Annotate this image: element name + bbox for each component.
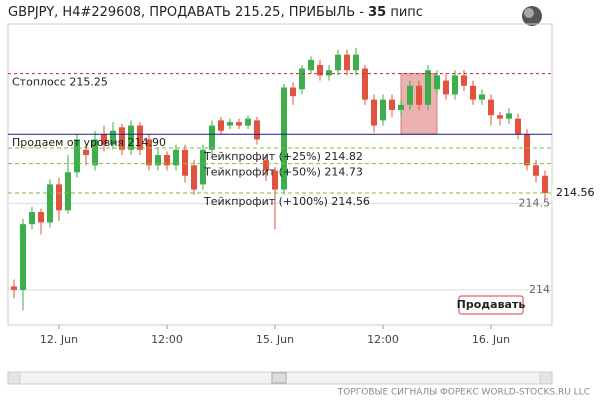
- candle-body: [20, 224, 26, 290]
- candle-body: [11, 286, 17, 290]
- candle-body: [389, 99, 395, 111]
- candle-body: [299, 68, 305, 90]
- candle-body: [362, 68, 368, 100]
- candle-body: [380, 99, 386, 121]
- x-tick-label: 12:00: [151, 333, 183, 346]
- candle-body: [434, 75, 440, 90]
- profit-unit: пипс: [390, 5, 423, 20]
- candle-body: [245, 118, 251, 126]
- candle-body: [452, 75, 458, 95]
- candle-body: [506, 113, 512, 119]
- candle-body: [407, 85, 413, 105]
- candle-body: [227, 122, 233, 126]
- candle-body: [182, 149, 188, 176]
- current-price: 214.56: [556, 186, 595, 199]
- y-tick-label: 214.5: [519, 196, 551, 209]
- candle-body: [119, 127, 125, 150]
- candle-body: [425, 70, 431, 105]
- profit: 35: [368, 5, 386, 20]
- candle-body: [317, 65, 323, 76]
- candle-body: [497, 115, 503, 119]
- level-name: Стоплосс: [12, 76, 66, 89]
- candle-body: [443, 80, 449, 95]
- x-tick-label: 15. Jun: [256, 333, 294, 346]
- x-tick-label: 16. Jun: [472, 333, 510, 346]
- candle-body: [83, 149, 89, 155]
- candle-body: [38, 212, 44, 223]
- candle-body: [47, 184, 53, 223]
- candle-body: [191, 165, 197, 190]
- candle-body: [533, 165, 539, 176]
- level-label: Продаем от уровня 214.90: [12, 136, 166, 149]
- candle-body: [488, 99, 494, 116]
- title-text: GBPJPY, H4#229608, ПРОДАВАТЬ 215.25, ПРИ…: [8, 5, 368, 20]
- level-name: Тейкпрофит (+25%): [203, 150, 321, 163]
- candle-body: [326, 70, 332, 76]
- candle-body: [164, 154, 170, 166]
- candle-body: [29, 212, 35, 225]
- level-name: Продаем от уровня: [12, 136, 124, 149]
- candle-body: [218, 120, 224, 131]
- candle-body: [398, 104, 404, 111]
- candle-body: [515, 118, 521, 135]
- candle-body: [272, 170, 278, 190]
- footer: ТОРГОВЫЕ СИГНАЛЫ ФОРЕКС WORLD-STOCKS.RU …: [337, 388, 590, 398]
- level-value: 215.25: [69, 76, 108, 89]
- candle-body: [254, 120, 260, 140]
- level-label: Тейкпрофит (+100%) 214.56: [203, 195, 370, 208]
- candle-body: [371, 99, 377, 126]
- candle-body: [110, 130, 116, 145]
- level-label: Тейкпрофит (+50%) 214.73: [203, 166, 363, 179]
- x-tick-label: 12:00: [367, 333, 399, 346]
- candle-body: [344, 54, 350, 71]
- level-value: 214.73: [324, 166, 363, 179]
- sell-button[interactable]: [458, 295, 524, 315]
- candle-body: [479, 94, 485, 100]
- candle-body: [308, 59, 314, 71]
- candle-body: [461, 75, 467, 86]
- candle-body: [353, 54, 359, 71]
- candle-body: [137, 125, 143, 150]
- price-tag-bg: [552, 185, 598, 202]
- y-tick-label: 214: [529, 283, 550, 296]
- globe-icon[interactable]: [522, 6, 542, 26]
- candle-body: [416, 85, 422, 105]
- level-label: Стоплосс 215.25: [12, 76, 108, 89]
- scroll-left[interactable]: [7, 371, 21, 385]
- scroll-right[interactable]: [539, 371, 553, 385]
- candle-body: [290, 87, 296, 97]
- candle-body: [200, 149, 206, 185]
- candle-body: [101, 134, 107, 145]
- candle-body: [74, 139, 80, 173]
- scroll-thumb[interactable]: [271, 372, 287, 384]
- candle-body: [92, 139, 98, 166]
- plot-frame: [7, 23, 553, 326]
- candle-body: [56, 184, 62, 211]
- candle-body: [173, 149, 179, 166]
- candle-body: [128, 125, 134, 150]
- level-name: Тейкпрофит (+50%): [203, 166, 321, 179]
- candle-body: [335, 54, 341, 71]
- candle-body: [209, 125, 215, 150]
- candle-body: [281, 87, 287, 190]
- level-value: 214.56: [331, 195, 370, 208]
- candle-body: [542, 175, 548, 194]
- candle-body: [65, 172, 71, 211]
- chart-title: GBPJPY, H4#229608, ПРОДАВАТЬ 215.25, ПРИ…: [8, 5, 423, 20]
- candle-body: [155, 154, 161, 166]
- level-label: Тейкпрофит (+25%) 214.82: [203, 150, 363, 163]
- level-name: Тейкпрофит (+100%): [203, 195, 328, 208]
- candle-body: [146, 139, 152, 166]
- sell-button-label[interactable]: Продавать: [457, 298, 526, 311]
- x-tick-label: 12. Jun: [40, 333, 78, 346]
- level-value: 214.90: [128, 136, 167, 149]
- candle-body: [470, 85, 476, 100]
- level-value: 214.82: [324, 150, 363, 163]
- candle-body: [236, 122, 242, 126]
- candle-body: [263, 160, 269, 171]
- candle-body: [524, 134, 530, 166]
